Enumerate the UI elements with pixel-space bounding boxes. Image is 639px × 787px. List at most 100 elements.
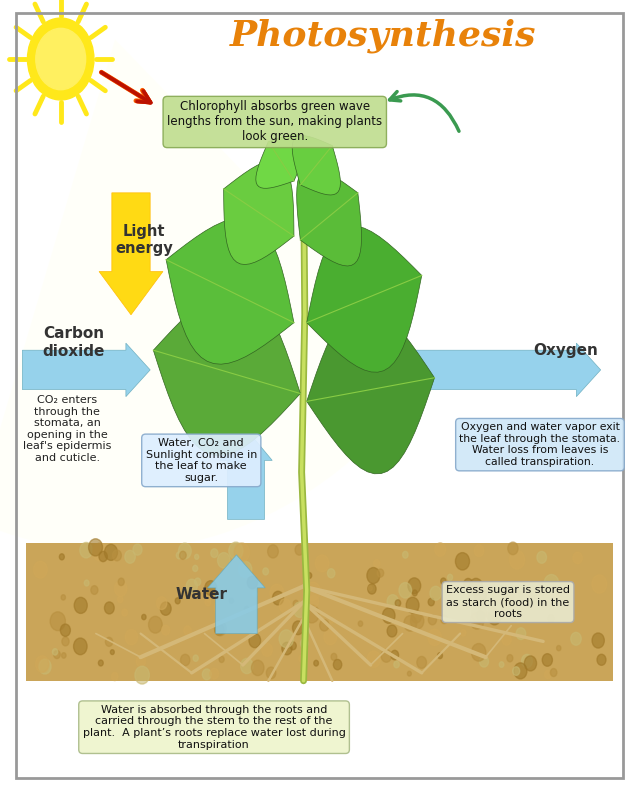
Circle shape [592, 633, 604, 648]
Circle shape [430, 586, 442, 600]
Circle shape [193, 655, 198, 661]
Circle shape [98, 660, 104, 666]
Polygon shape [292, 135, 341, 195]
Circle shape [253, 592, 257, 597]
Circle shape [136, 656, 146, 667]
Circle shape [27, 18, 94, 100]
Polygon shape [296, 167, 362, 266]
Polygon shape [224, 161, 294, 264]
FancyArrow shape [409, 343, 601, 397]
Circle shape [133, 544, 142, 555]
Circle shape [441, 578, 446, 585]
Circle shape [525, 656, 537, 671]
Circle shape [135, 667, 150, 684]
Circle shape [428, 615, 436, 625]
Circle shape [244, 607, 249, 612]
Circle shape [74, 597, 88, 613]
Circle shape [441, 615, 448, 623]
Circle shape [470, 612, 484, 629]
Circle shape [125, 550, 135, 563]
Text: Water: Water [175, 586, 227, 602]
Circle shape [428, 598, 435, 606]
Text: Photosynthesis: Photosynthesis [230, 18, 537, 53]
Circle shape [50, 611, 65, 630]
Circle shape [374, 560, 380, 567]
Circle shape [299, 655, 305, 662]
FancyArrow shape [208, 555, 265, 634]
Circle shape [252, 660, 264, 675]
Circle shape [215, 624, 224, 635]
Circle shape [392, 628, 397, 634]
Circle shape [307, 573, 312, 578]
Circle shape [207, 597, 211, 602]
Circle shape [404, 615, 417, 631]
Circle shape [214, 600, 227, 616]
Circle shape [502, 588, 514, 603]
Circle shape [111, 673, 118, 681]
Circle shape [36, 656, 49, 672]
Circle shape [91, 586, 98, 594]
Circle shape [178, 543, 191, 559]
Circle shape [472, 644, 486, 661]
Text: Excess sugar is stored
as starch (food) in the
roots: Excess sugar is stored as starch (food) … [446, 586, 570, 619]
Circle shape [181, 654, 190, 666]
Circle shape [279, 599, 291, 613]
Circle shape [187, 579, 197, 593]
Polygon shape [307, 305, 435, 474]
Circle shape [406, 597, 419, 613]
Wedge shape [0, 39, 433, 551]
Circle shape [557, 645, 561, 651]
Circle shape [219, 656, 224, 663]
Circle shape [229, 598, 233, 604]
Circle shape [305, 582, 320, 600]
Circle shape [368, 586, 373, 591]
Circle shape [435, 543, 445, 556]
Circle shape [408, 671, 412, 676]
Circle shape [157, 597, 167, 609]
Text: Carbon
dioxide: Carbon dioxide [42, 326, 105, 359]
Circle shape [89, 539, 102, 556]
Circle shape [300, 638, 308, 648]
Circle shape [279, 630, 293, 648]
Circle shape [571, 632, 581, 645]
Circle shape [394, 661, 399, 668]
Circle shape [282, 642, 292, 655]
Polygon shape [256, 135, 307, 188]
Circle shape [176, 552, 182, 559]
Circle shape [403, 552, 408, 558]
Circle shape [111, 650, 114, 655]
Circle shape [573, 552, 582, 563]
Circle shape [521, 654, 532, 667]
Circle shape [263, 568, 268, 575]
Circle shape [377, 569, 383, 577]
Circle shape [447, 575, 452, 581]
Circle shape [118, 578, 124, 586]
Circle shape [112, 550, 121, 561]
FancyArrow shape [220, 429, 272, 519]
Circle shape [481, 600, 489, 611]
Circle shape [272, 591, 284, 605]
Circle shape [104, 602, 114, 614]
Circle shape [239, 561, 252, 578]
Circle shape [112, 554, 118, 561]
Circle shape [467, 589, 477, 601]
Circle shape [315, 555, 329, 572]
Circle shape [334, 660, 342, 670]
Text: CO₂ enters
through the
stomata, an
opening in the
leaf's epidermis
and cuticle.: CO₂ enters through the stomata, an openi… [23, 395, 111, 463]
Circle shape [387, 625, 397, 637]
Circle shape [515, 604, 529, 621]
Circle shape [195, 554, 199, 560]
Circle shape [180, 551, 186, 560]
Circle shape [367, 651, 380, 667]
Circle shape [387, 595, 398, 608]
Circle shape [203, 669, 211, 680]
Circle shape [412, 590, 417, 596]
Circle shape [160, 602, 171, 615]
Text: Oxygen: Oxygen [533, 342, 598, 358]
Circle shape [125, 630, 137, 645]
Circle shape [305, 605, 319, 623]
Circle shape [461, 630, 466, 636]
Circle shape [99, 552, 107, 562]
Circle shape [60, 624, 70, 637]
Circle shape [464, 578, 473, 589]
